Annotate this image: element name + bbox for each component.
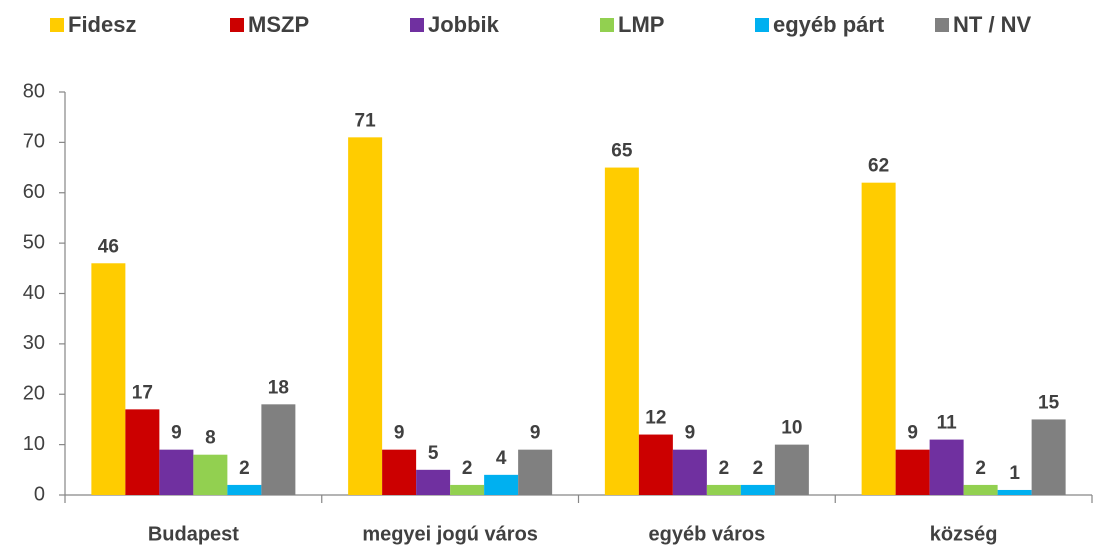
data-label: 15 bbox=[1038, 392, 1060, 413]
y-tick-label: 10 bbox=[23, 433, 45, 455]
bar bbox=[348, 137, 383, 495]
data-label: 12 bbox=[645, 408, 666, 429]
x-tick-label: megyei jogú város bbox=[362, 523, 538, 545]
bar bbox=[997, 489, 1032, 495]
y-tick-label: 50 bbox=[23, 231, 45, 253]
data-label: 2 bbox=[975, 458, 986, 479]
bar bbox=[672, 449, 707, 495]
data-label: 18 bbox=[268, 377, 289, 398]
bar bbox=[774, 444, 809, 495]
x-tick-label: község bbox=[930, 523, 998, 545]
data-label: 5 bbox=[428, 443, 439, 464]
y-tick-label: 0 bbox=[34, 483, 45, 505]
bar bbox=[484, 474, 519, 495]
data-label: 9 bbox=[530, 423, 541, 444]
data-label: 46 bbox=[98, 236, 119, 257]
x-tick-label: egyéb város bbox=[649, 523, 766, 545]
bar bbox=[963, 484, 998, 495]
bar bbox=[895, 449, 930, 495]
legend-label: MSZP bbox=[248, 12, 309, 37]
y-tick-label: 70 bbox=[23, 131, 45, 153]
bar bbox=[929, 439, 964, 495]
legend-swatch bbox=[50, 18, 64, 32]
legend-label: LMP bbox=[618, 12, 664, 37]
legend-label: Fidesz bbox=[68, 12, 136, 37]
data-label: 2 bbox=[719, 458, 730, 479]
data-label: 2 bbox=[753, 458, 764, 479]
bar bbox=[638, 434, 673, 495]
legend-swatch bbox=[755, 18, 769, 32]
data-label: 17 bbox=[132, 382, 153, 403]
bar bbox=[706, 484, 741, 495]
legend-label: egyéb párt bbox=[773, 12, 885, 37]
data-label: 9 bbox=[171, 423, 182, 444]
y-tick-label: 20 bbox=[23, 383, 45, 405]
bar bbox=[261, 404, 296, 495]
bar bbox=[193, 454, 228, 495]
data-label: 2 bbox=[239, 458, 250, 479]
legend-swatch bbox=[935, 18, 949, 32]
bar bbox=[125, 409, 160, 495]
data-label: 62 bbox=[868, 156, 889, 177]
bar bbox=[861, 182, 896, 496]
bar bbox=[227, 484, 262, 495]
data-label: 10 bbox=[781, 418, 802, 439]
y-tick-label: 60 bbox=[23, 181, 45, 203]
data-label: 4 bbox=[496, 448, 507, 469]
legend-swatch bbox=[410, 18, 424, 32]
data-label: 65 bbox=[611, 141, 633, 162]
bar bbox=[91, 263, 126, 495]
bar bbox=[1031, 419, 1066, 495]
data-label: 71 bbox=[355, 110, 377, 131]
legend-label: NT / NV bbox=[953, 12, 1032, 37]
y-tick-label: 80 bbox=[23, 80, 45, 102]
y-tick-label: 40 bbox=[23, 282, 45, 304]
legend-swatch bbox=[230, 18, 244, 32]
data-label: 11 bbox=[937, 413, 958, 434]
y-tick-label: 30 bbox=[23, 332, 45, 354]
bar bbox=[740, 484, 775, 495]
legend-label: Jobbik bbox=[428, 12, 500, 37]
data-label: 9 bbox=[685, 423, 696, 444]
bar bbox=[416, 469, 451, 495]
bar bbox=[604, 167, 639, 495]
data-label: 9 bbox=[907, 423, 918, 444]
data-label: 8 bbox=[205, 428, 216, 449]
bar bbox=[518, 449, 553, 495]
bar bbox=[159, 449, 194, 495]
data-label: 1 bbox=[1009, 463, 1020, 484]
x-tick-label: Budapest bbox=[148, 523, 239, 545]
legend-swatch bbox=[600, 18, 614, 32]
bar bbox=[450, 484, 485, 495]
bar bbox=[382, 449, 417, 495]
data-label: 2 bbox=[462, 458, 473, 479]
data-label: 9 bbox=[394, 423, 405, 444]
